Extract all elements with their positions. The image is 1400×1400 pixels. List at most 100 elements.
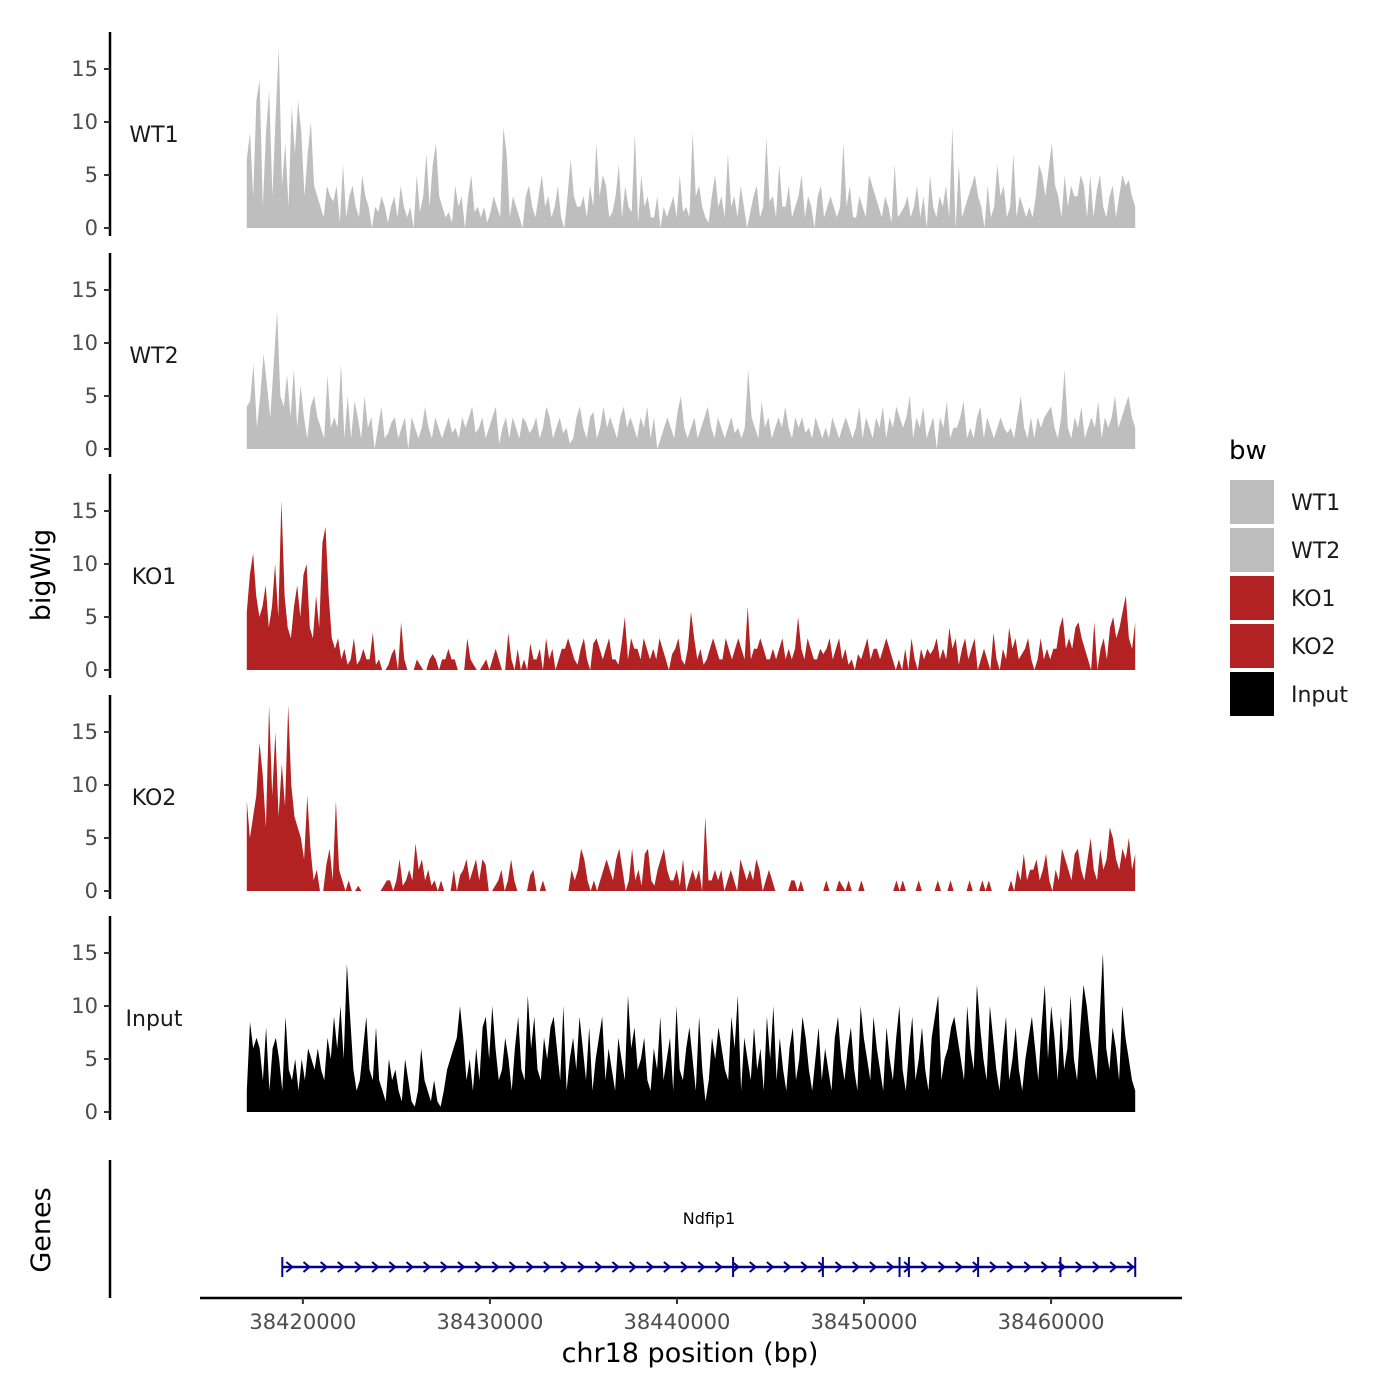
y-tick-label: 10 bbox=[71, 773, 98, 797]
genes-axis-title: Genes bbox=[26, 1187, 57, 1272]
strand-arrow bbox=[646, 1261, 655, 1273]
strand-arrow bbox=[508, 1261, 517, 1273]
strand-arrow bbox=[817, 1261, 826, 1273]
y-tick-label: 10 bbox=[71, 110, 98, 134]
y-tick-label: 15 bbox=[71, 499, 98, 523]
strand-arrow bbox=[422, 1261, 432, 1273]
strand-arrow bbox=[611, 1261, 620, 1273]
strand-arrow bbox=[543, 1261, 552, 1273]
y-axis-title: bigWig bbox=[26, 529, 57, 622]
y-tick-label: 10 bbox=[71, 552, 98, 576]
strand-arrow bbox=[1109, 1261, 1118, 1273]
legend-item-wt1: WT1 bbox=[1230, 480, 1340, 524]
legend-swatch bbox=[1230, 624, 1274, 668]
y-tick-label: 5 bbox=[85, 1047, 98, 1071]
legend-swatch bbox=[1230, 528, 1274, 572]
strand-arrow bbox=[560, 1261, 569, 1273]
strand-arrow bbox=[852, 1261, 861, 1273]
strand-arrow bbox=[749, 1261, 758, 1273]
legend-swatch bbox=[1230, 672, 1274, 716]
legend-label: WT2 bbox=[1291, 539, 1340, 564]
strand-arrow bbox=[302, 1261, 312, 1273]
track-label: WT2 bbox=[129, 344, 178, 369]
strand-arrow bbox=[834, 1261, 844, 1273]
strand-arrow bbox=[628, 1261, 638, 1273]
legend-swatch bbox=[1230, 576, 1274, 620]
x-axis-title: chr18 position (bp) bbox=[562, 1338, 819, 1369]
legend-label: Input bbox=[1291, 683, 1348, 708]
strand-arrow bbox=[766, 1261, 775, 1273]
strand-arrow bbox=[388, 1261, 397, 1273]
coverage-area bbox=[246, 953, 1136, 1112]
x-tick-label: 38450000 bbox=[811, 1310, 918, 1334]
track-wt2: 0 5 10 15 WT2 bbox=[71, 253, 1136, 461]
strand-arrow bbox=[783, 1261, 792, 1273]
x-tick-label: 38420000 bbox=[249, 1310, 356, 1334]
y-tick-label: 0 bbox=[85, 216, 98, 240]
strand-arrow bbox=[989, 1261, 998, 1273]
y-tick-label: 10 bbox=[71, 994, 98, 1018]
y-tick-label: 15 bbox=[71, 941, 98, 965]
strand-arrow bbox=[954, 1261, 964, 1273]
track-ko1: 0 5 10 15 KO1 bbox=[71, 474, 1136, 682]
legend-item-ko1: KO1 bbox=[1230, 576, 1336, 620]
strand-arrow bbox=[337, 1261, 346, 1273]
strand-arrow bbox=[903, 1261, 912, 1273]
strand-arrow bbox=[1092, 1261, 1101, 1273]
strand-arrow bbox=[1126, 1261, 1135, 1273]
track-label: Input bbox=[126, 1007, 183, 1032]
strand-arrow bbox=[594, 1261, 603, 1273]
track-label: KO2 bbox=[132, 786, 177, 811]
coverage-area bbox=[246, 311, 1136, 449]
legend: WT1 WT2 KO1 KO2 Input bbox=[1230, 480, 1348, 716]
strand-arrow bbox=[354, 1261, 363, 1273]
legend-label: KO1 bbox=[1291, 587, 1336, 612]
legend-item-wt2: WT2 bbox=[1230, 528, 1340, 572]
legend-label: WT1 bbox=[1291, 491, 1340, 516]
strand-arrow bbox=[371, 1261, 380, 1273]
strand-arrow bbox=[1023, 1261, 1032, 1273]
strand-arrow bbox=[577, 1261, 586, 1273]
strand-arrow bbox=[680, 1261, 689, 1273]
track-label: WT1 bbox=[129, 123, 178, 148]
strand-arrow bbox=[1006, 1261, 1015, 1273]
y-tick-label: 0 bbox=[85, 879, 98, 903]
y-tick-label: 15 bbox=[71, 57, 98, 81]
strand-arrow bbox=[491, 1261, 500, 1273]
legend-label: KO2 bbox=[1291, 635, 1336, 660]
y-tick-label: 5 bbox=[85, 605, 98, 629]
strand-arrow bbox=[869, 1261, 878, 1273]
legend-item-input: Input bbox=[1230, 672, 1348, 716]
y-tick-label: 0 bbox=[85, 1100, 98, 1124]
x-tick-label: 38460000 bbox=[998, 1310, 1105, 1334]
legend-item-ko2: KO2 bbox=[1230, 624, 1336, 668]
genes-panel bbox=[108, 1160, 1137, 1298]
strand-arrow bbox=[1040, 1261, 1049, 1273]
x-tick-label: 38430000 bbox=[436, 1310, 543, 1334]
coverage-area bbox=[246, 47, 1136, 228]
strand-arrow bbox=[525, 1261, 535, 1273]
strand-arrow bbox=[474, 1261, 483, 1273]
x-axis: 38420000 38430000 38440000 38450000 38460000 bbox=[200, 1296, 1182, 1334]
gene-label: Ndfip1 bbox=[683, 1209, 736, 1228]
y-tick-label: 0 bbox=[85, 437, 98, 461]
coverage-area bbox=[246, 705, 1136, 891]
strand-arrow bbox=[731, 1261, 741, 1273]
strand-arrow bbox=[714, 1261, 723, 1273]
strand-arrow bbox=[697, 1261, 706, 1273]
strand-arrow bbox=[457, 1261, 466, 1273]
legend-swatch bbox=[1230, 480, 1274, 524]
x-tick-label: 38440000 bbox=[624, 1310, 731, 1334]
strand-arrow bbox=[440, 1261, 449, 1273]
coverage-area bbox=[246, 500, 1136, 670]
strand-arrow bbox=[920, 1261, 929, 1273]
strand-arrow bbox=[285, 1261, 294, 1273]
y-tick-label: 15 bbox=[71, 278, 98, 302]
track-ko2: 0 5 10 15 KO2 bbox=[71, 695, 1136, 903]
strand-arrow bbox=[886, 1261, 895, 1273]
strand-arrow bbox=[1075, 1261, 1084, 1273]
track-label: KO1 bbox=[132, 565, 177, 590]
strand-arrow bbox=[405, 1261, 414, 1273]
y-tick-label: 0 bbox=[85, 658, 98, 682]
y-tick-label: 5 bbox=[85, 163, 98, 187]
